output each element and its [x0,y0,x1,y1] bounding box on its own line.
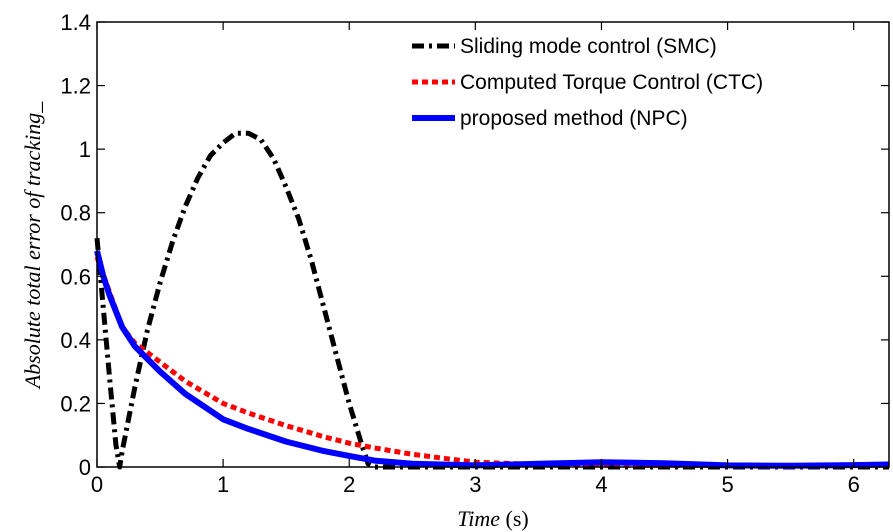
series-layer [94,130,890,470]
x-tick-label: 0 [91,472,103,497]
series-line-npc [94,250,890,469]
x-axis-label-main: Time [457,506,500,531]
plot-area-frame [96,21,890,468]
legend-label-npc: proposed method (NPC) [460,107,688,130]
axes-layer: 0 1 2 3 4 5 6 0 0.2 0.4 0.6 0.8 1 1.2 1.4 [60,10,889,497]
x-tick-label: 3 [469,472,481,497]
y-tick-label: 0.6 [60,264,91,289]
y-tick-label: 0.8 [60,201,91,226]
x-tick-label: 1 [217,472,229,497]
series-line-ctc [94,256,890,468]
x-axis-label: Time (s) [457,506,529,531]
legend-label-smc: Sliding mode control (SMC) [460,35,717,58]
x-tick-label: 5 [721,472,733,497]
legend-label-ctc: Computed Torque Control (CTC) [460,71,763,94]
legend: Sliding mode control (SMC) Computed Torq… [412,35,763,130]
y-axis-label: Absolute total error of tracking_ [20,101,45,390]
x-tick-label: 2 [343,472,355,497]
x-tick-label: 4 [595,472,607,497]
y-tick-label: 1.4 [60,10,91,35]
x-axis-label-unit: (s) [500,506,529,531]
y-tick-label: 1 [79,137,91,162]
series-line-smc [94,130,889,470]
x-tick-label: 6 [848,472,860,497]
y-tick-label: 0 [79,455,91,480]
y-tick-label: 0.2 [60,391,91,416]
y-tick-label: 0.4 [60,328,91,353]
y-tick-label: 1.2 [60,74,91,99]
